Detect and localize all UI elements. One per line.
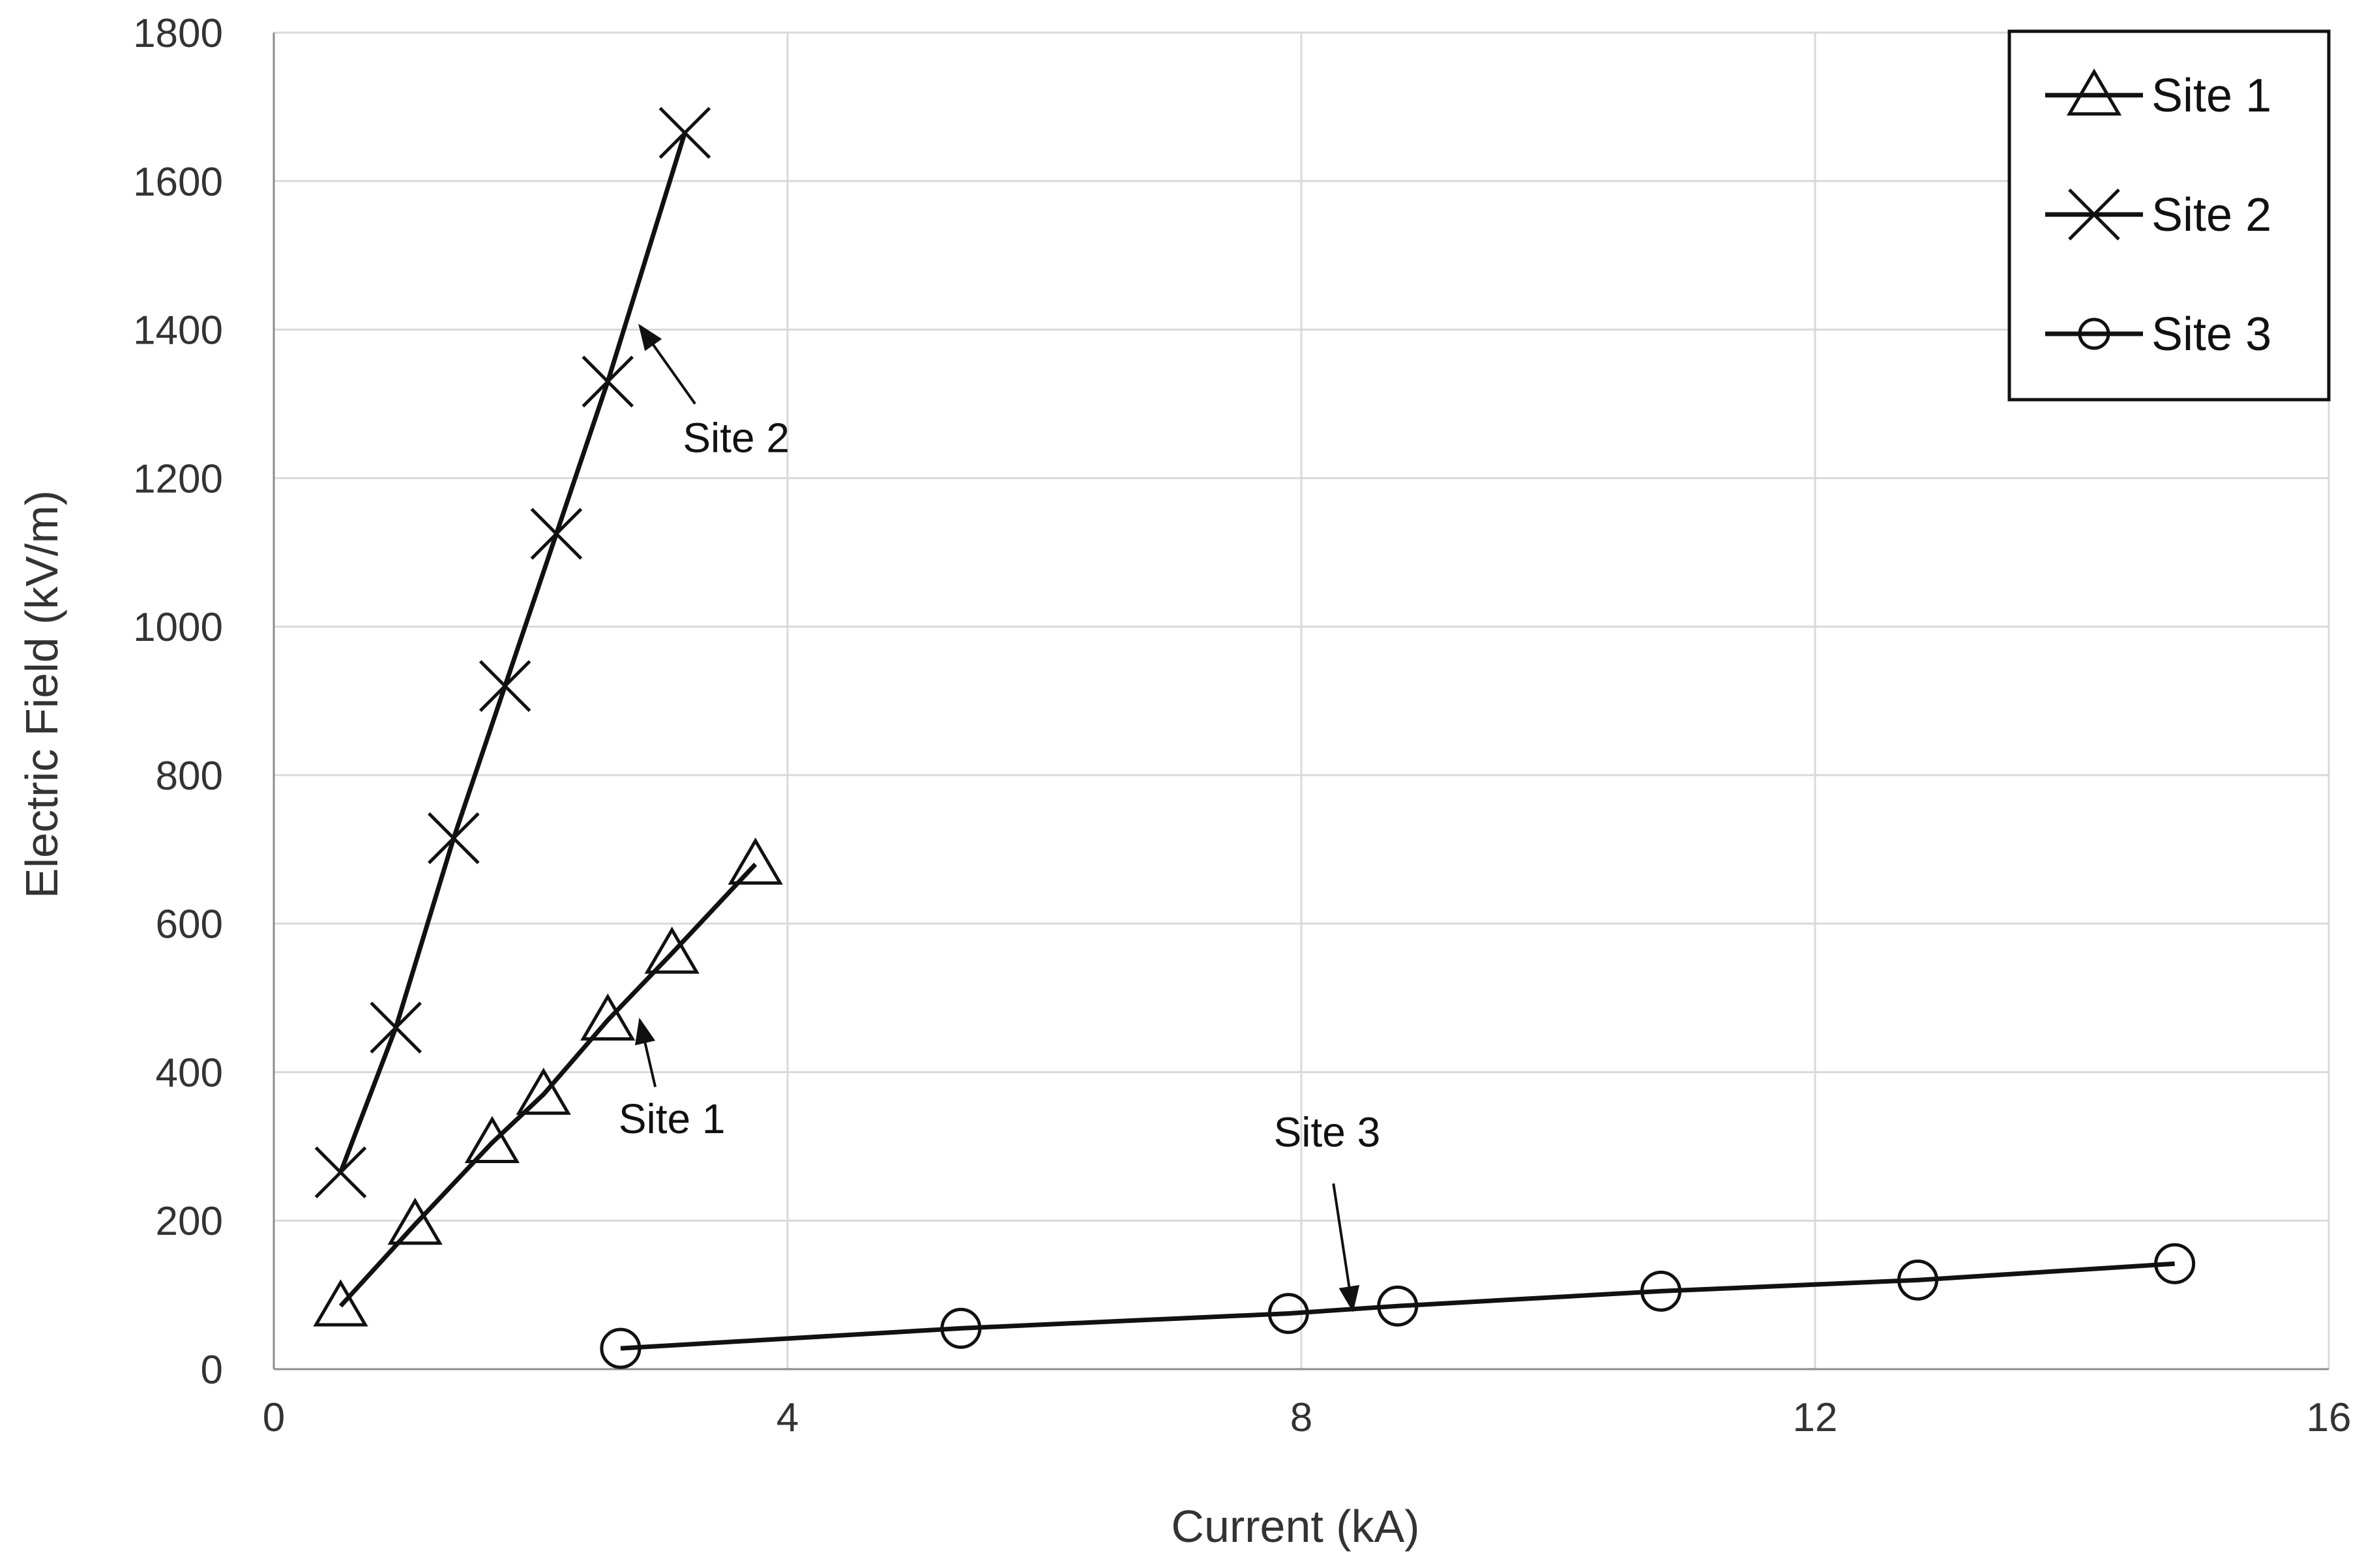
series-line-site-1 bbox=[338, 863, 758, 1308]
data-point-site-1 bbox=[644, 926, 700, 974]
x-marker-stroke bbox=[582, 355, 634, 408]
data-point-site-3 bbox=[600, 1327, 642, 1369]
annotations: Site 2 Site 1 Site 3 bbox=[619, 323, 1381, 1312]
data-point-site-2 bbox=[479, 660, 531, 712]
y-tick-label: 1600 bbox=[133, 160, 223, 205]
data-point-site-2 bbox=[314, 1146, 367, 1198]
data-point-site-1 bbox=[516, 1067, 571, 1115]
legend-marker-site-3 bbox=[2078, 318, 2110, 350]
series-line-site-3 bbox=[620, 1261, 2175, 1351]
data-point-site-3 bbox=[1267, 1293, 1309, 1335]
legend-label-site-1: Site 1 bbox=[2151, 70, 2271, 122]
x-axis-title: Current (kA) bbox=[1171, 1501, 1419, 1552]
y-tick-label: 200 bbox=[156, 1199, 223, 1244]
x-marker-stroke bbox=[2068, 188, 2120, 241]
data-point-site-2 bbox=[658, 106, 711, 159]
legend: Site 1 Site 2 Site 3 bbox=[2007, 29, 2331, 402]
data-point-site-3 bbox=[940, 1307, 982, 1349]
x-tick-label: 0 bbox=[263, 1395, 285, 1440]
legend-item-site-2: Site 2 bbox=[2045, 188, 2271, 241]
data-point-site-3 bbox=[1377, 1285, 1419, 1327]
y-tick-label: 1200 bbox=[133, 456, 223, 501]
y-tick-label: 800 bbox=[156, 754, 223, 799]
x-tick-label: 4 bbox=[776, 1395, 799, 1440]
series-group bbox=[313, 106, 2196, 1369]
annotation-label-site-3: Site 3 bbox=[1274, 1108, 1381, 1155]
x-marker-stroke bbox=[479, 660, 531, 712]
data-point-site-2 bbox=[530, 507, 583, 560]
data-point-site-3 bbox=[1897, 1259, 1939, 1301]
annotation-label-site-2: Site 2 bbox=[683, 414, 790, 461]
x-tick-label: 8 bbox=[1290, 1395, 1312, 1440]
legend-marker-site-1 bbox=[2066, 68, 2122, 116]
legend-marker-site-2 bbox=[2068, 188, 2120, 241]
series-line-site-2 bbox=[338, 132, 687, 1174]
data-point-site-2 bbox=[428, 812, 480, 865]
annotation-arrow-site-1 bbox=[634, 1017, 657, 1087]
gridlines bbox=[274, 31, 2330, 1369]
series-site-2 bbox=[314, 106, 711, 1198]
x-marker-stroke bbox=[370, 1001, 422, 1054]
annotation-label-site-1: Site 1 bbox=[619, 1095, 726, 1142]
data-point-site-1 bbox=[580, 993, 636, 1041]
y-axis-title: Electric Field (kV/m) bbox=[16, 490, 67, 898]
y-tick-label: 600 bbox=[156, 902, 223, 947]
legend-label-site-2: Site 2 bbox=[2151, 189, 2271, 241]
y-tick-label: 1000 bbox=[133, 605, 223, 650]
data-point-site-1 bbox=[464, 1116, 520, 1163]
legend-item-site-3: Site 3 bbox=[2045, 308, 2271, 361]
x-marker-stroke bbox=[428, 812, 480, 865]
annotation-arrow-site-3 bbox=[1332, 1183, 1360, 1312]
x-tick-label: 16 bbox=[2307, 1395, 2352, 1440]
x-marker-stroke bbox=[530, 507, 583, 560]
y-tick-label: 1400 bbox=[133, 308, 223, 353]
data-point-site-2 bbox=[582, 355, 634, 408]
x-tick-label: 12 bbox=[1793, 1395, 1838, 1440]
x-marker-stroke bbox=[658, 106, 711, 159]
series-site-1 bbox=[313, 837, 783, 1327]
data-point-site-2 bbox=[370, 1001, 422, 1054]
data-point-site-1 bbox=[387, 1197, 443, 1245]
x-marker-stroke bbox=[314, 1146, 367, 1198]
annotation-arrow-site-2 bbox=[638, 323, 696, 405]
legend-label-site-3: Site 3 bbox=[2151, 308, 2271, 361]
y-tick-label: 1800 bbox=[133, 11, 223, 56]
data-point-site-3 bbox=[1640, 1270, 1682, 1312]
axes: 0 4 8 12 16 0 200 400 600 800 1000 1200 1400 1600 1800 bbox=[133, 11, 2351, 1440]
y-tick-label: 400 bbox=[156, 1050, 223, 1095]
legend-item-site-1: Site 1 bbox=[2045, 68, 2271, 122]
data-point-site-1 bbox=[313, 1279, 368, 1327]
data-point-site-3 bbox=[2154, 1243, 2196, 1284]
y-tick-label: 0 bbox=[201, 1348, 223, 1393]
data-point-site-1 bbox=[728, 837, 783, 885]
series-site-3 bbox=[600, 1243, 2196, 1369]
